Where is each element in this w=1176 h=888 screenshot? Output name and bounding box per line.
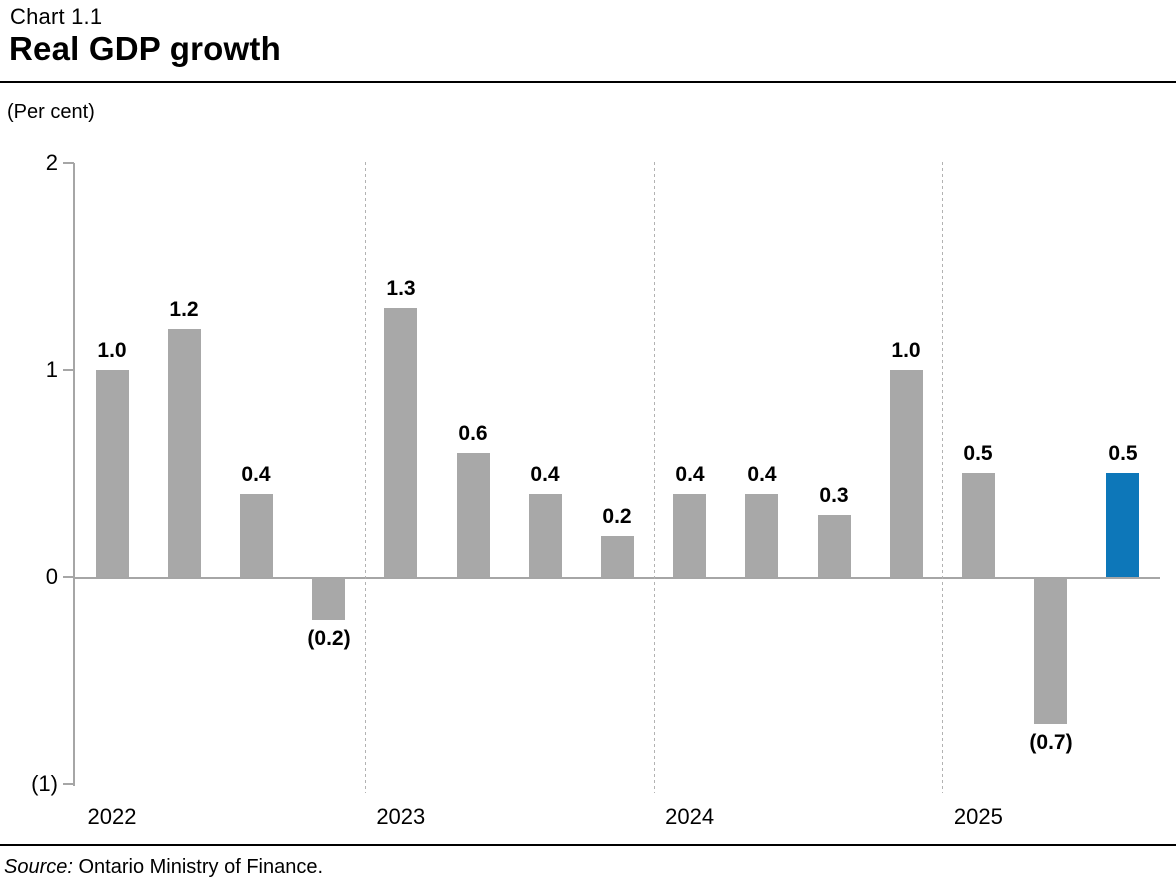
bar-value-label: 1.3 xyxy=(386,277,416,300)
bar xyxy=(96,370,129,577)
bar xyxy=(601,536,634,577)
bar xyxy=(529,494,562,577)
bar xyxy=(168,329,201,577)
year-separator-line xyxy=(365,162,366,793)
bar xyxy=(745,494,778,577)
y-axis-tick-label: 1 xyxy=(45,357,58,382)
bar xyxy=(673,494,706,577)
bar-value-label: 0.3 xyxy=(819,484,849,507)
bar xyxy=(818,515,851,577)
y-axis-tick xyxy=(63,576,74,578)
bar-value-label: 1.0 xyxy=(97,339,127,362)
bar xyxy=(890,370,923,577)
y-axis-tick xyxy=(63,369,74,371)
year-separator-line xyxy=(654,162,655,793)
bar xyxy=(457,453,490,577)
source-divider xyxy=(0,844,1176,846)
bar xyxy=(962,473,995,577)
bar-value-label: 0.4 xyxy=(675,463,705,486)
bar-value-label: 0.4 xyxy=(241,463,271,486)
zero-baseline xyxy=(74,577,1160,579)
y-axis-tick xyxy=(63,162,74,164)
y-axis-unit-label: (Per cent) xyxy=(7,101,95,123)
x-axis-year-label: 2023 xyxy=(376,804,426,829)
bar-value-label: 0.4 xyxy=(530,463,560,486)
y-axis-tick xyxy=(63,783,74,785)
bar-value-label: 0.6 xyxy=(458,422,488,445)
bar xyxy=(1034,579,1067,724)
x-axis-year-label: 2024 xyxy=(665,804,715,829)
bar xyxy=(240,494,273,577)
bar-value-label: 0.4 xyxy=(747,463,777,486)
bar-value-label: 0.5 xyxy=(963,442,993,465)
bar-value-label: (0.2) xyxy=(307,627,351,650)
bar-value-label: (0.7) xyxy=(1029,731,1073,754)
source-label: Source: xyxy=(4,856,73,878)
x-axis-year-label: 2025 xyxy=(953,804,1003,829)
bar xyxy=(384,308,417,577)
bar-highlighted xyxy=(1106,473,1139,577)
y-axis-tick-label: (1) xyxy=(31,771,58,796)
y-axis-tick-label: 0 xyxy=(45,564,58,589)
source-text: Ontario Ministry of Finance. xyxy=(72,856,324,878)
bar-value-label: 1.2 xyxy=(169,298,199,321)
bar-value-label: 0.2 xyxy=(602,505,632,528)
bar xyxy=(312,579,345,620)
y-axis-tick-label: 2 xyxy=(45,150,58,175)
year-separator-line xyxy=(942,162,943,793)
x-axis-year-label: 2022 xyxy=(87,804,137,829)
bar-value-label: 0.5 xyxy=(1108,442,1138,465)
title-divider xyxy=(0,81,1176,83)
y-axis-line xyxy=(73,163,75,786)
source-note: Source: Ontario Ministry of Finance. xyxy=(4,856,323,879)
chart-title: Real GDP growth xyxy=(9,30,281,67)
bar-value-label: 1.0 xyxy=(891,339,921,362)
chart-number: Chart 1.1 xyxy=(10,4,103,29)
